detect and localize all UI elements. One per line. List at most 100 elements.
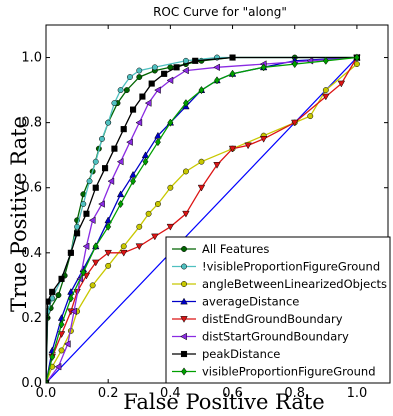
data-point bbox=[182, 57, 189, 64]
chart-title: ROC Curve for "along" bbox=[153, 5, 287, 19]
legend-label: peakDistance bbox=[202, 347, 280, 361]
data-point bbox=[105, 119, 112, 126]
data-point bbox=[229, 69, 236, 78]
legend: All Features !visibleProportionFigureGrou… bbox=[165, 236, 391, 384]
data-point bbox=[161, 70, 168, 77]
data-point bbox=[353, 53, 360, 62]
data-point bbox=[107, 177, 115, 185]
legend-label: distEndGroundBoundary bbox=[202, 312, 343, 326]
legend-marker bbox=[181, 246, 187, 252]
data-point bbox=[126, 138, 133, 146]
data-point bbox=[353, 61, 360, 68]
legend-label: visibleProportionFigureGround bbox=[202, 365, 376, 379]
data-point bbox=[46, 378, 49, 383]
legend-entry: averageDistance bbox=[172, 295, 299, 309]
x-axis-label: False Positive Rate bbox=[123, 390, 324, 414]
data-point bbox=[54, 363, 62, 371]
data-point bbox=[104, 249, 112, 257]
data-point bbox=[92, 259, 100, 267]
series-group bbox=[46, 53, 361, 383]
data-point bbox=[139, 93, 146, 100]
data-point bbox=[80, 201, 87, 207]
data-point bbox=[322, 87, 329, 94]
y-tick-label: 0.0 bbox=[21, 376, 42, 391]
y-tick-label: 0.8 bbox=[21, 116, 42, 131]
data-point bbox=[154, 138, 161, 147]
data-point bbox=[83, 210, 90, 217]
data-point bbox=[57, 331, 66, 338]
data-point bbox=[126, 74, 133, 81]
data-point bbox=[182, 168, 189, 175]
data-point bbox=[111, 145, 118, 152]
x-tick-label: 0.6 bbox=[222, 386, 243, 401]
data-point bbox=[117, 199, 124, 209]
data-point bbox=[105, 262, 112, 269]
data-point bbox=[213, 63, 220, 72]
data-point bbox=[182, 99, 189, 108]
legend-label: averageDistance bbox=[202, 295, 299, 309]
data-point bbox=[74, 230, 81, 237]
data-point bbox=[120, 243, 127, 250]
data-point bbox=[136, 67, 143, 74]
data-point bbox=[92, 184, 99, 191]
data-point bbox=[173, 64, 180, 71]
data-point bbox=[198, 158, 205, 165]
series-7 bbox=[46, 53, 360, 383]
data-point bbox=[82, 242, 90, 251]
data-point bbox=[105, 222, 112, 231]
legend-entry: All Features bbox=[172, 242, 269, 256]
data-point bbox=[244, 142, 252, 150]
data-point bbox=[70, 307, 77, 316]
data-point bbox=[166, 223, 175, 231]
legend-label: All Features bbox=[202, 242, 269, 256]
data-point bbox=[228, 145, 237, 153]
legend-marker bbox=[181, 281, 187, 287]
data-point bbox=[182, 210, 190, 218]
data-point bbox=[120, 249, 128, 257]
legend-entry: distEndGroundBoundary bbox=[172, 312, 343, 326]
legend-box bbox=[165, 236, 391, 384]
data-point bbox=[213, 162, 221, 169]
data-point bbox=[58, 275, 65, 282]
data-point bbox=[116, 157, 124, 166]
data-point bbox=[145, 210, 152, 217]
data-point bbox=[116, 190, 125, 198]
data-point bbox=[136, 74, 143, 81]
data-point bbox=[92, 242, 99, 251]
data-point bbox=[214, 76, 220, 85]
legend-marker bbox=[180, 332, 187, 341]
chance-diagonal bbox=[46, 57, 358, 383]
legend-marker bbox=[181, 263, 187, 270]
data-point bbox=[67, 294, 74, 303]
data-point bbox=[92, 158, 99, 165]
x-tick-label: 0.4 bbox=[160, 386, 181, 401]
legend-marker bbox=[180, 297, 188, 305]
data-point bbox=[49, 288, 56, 295]
data-point bbox=[166, 76, 174, 85]
data-point bbox=[148, 80, 155, 87]
data-point bbox=[229, 54, 236, 61]
data-point bbox=[198, 86, 205, 95]
legend-marker bbox=[180, 350, 188, 358]
data-point bbox=[120, 126, 127, 133]
legend-label: angleBetweenLinearizedObjects bbox=[202, 277, 387, 291]
data-point bbox=[291, 59, 298, 69]
data-point bbox=[192, 57, 199, 64]
axis-ticks: 0.00.0 0.2 0.2 0.4 0.4 0.6 0.6 0.8 0.8 1.0 1.0 bbox=[21, 25, 388, 401]
series-line bbox=[46, 56, 357, 383]
y-tick-label: 1.0 bbox=[21, 51, 42, 66]
series-line bbox=[46, 57, 358, 383]
data-point bbox=[130, 177, 137, 186]
data-point bbox=[151, 233, 159, 241]
y-tick-label: 0.2 bbox=[21, 311, 42, 326]
data-point bbox=[144, 99, 152, 107]
legend-label: !visibleProportionFigureGround bbox=[202, 260, 380, 274]
data-point bbox=[142, 157, 149, 166]
data-point bbox=[154, 86, 161, 94]
legend-label: distStartGroundBoundary bbox=[202, 330, 349, 344]
data-point bbox=[117, 87, 124, 94]
data-point bbox=[151, 64, 158, 71]
data-point bbox=[135, 243, 143, 251]
data-point bbox=[86, 178, 93, 185]
legend-marker bbox=[180, 316, 188, 323]
